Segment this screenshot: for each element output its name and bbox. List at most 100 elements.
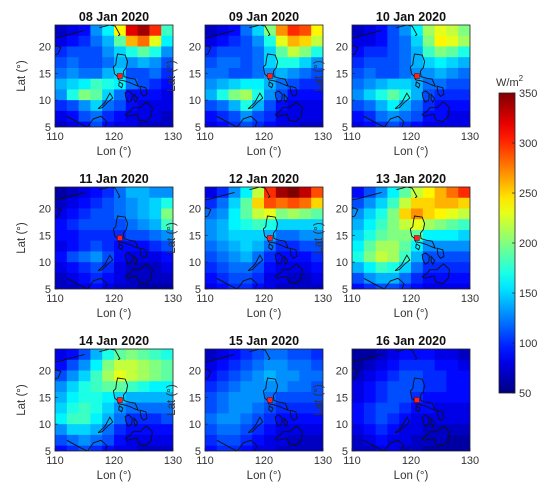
heatmap-cell bbox=[205, 208, 218, 220]
heatmap-cell bbox=[252, 25, 265, 37]
heatmap-cell bbox=[90, 240, 103, 252]
heatmap-cell bbox=[287, 251, 300, 263]
heatmap-cell bbox=[228, 89, 241, 101]
heatmap-cell bbox=[161, 240, 173, 252]
heatmap-cell bbox=[240, 283, 253, 289]
heatmap-cell bbox=[434, 219, 447, 231]
coastline-path bbox=[124, 90, 133, 103]
heatmap-cell bbox=[434, 25, 447, 37]
heatmap-cell bbox=[240, 391, 253, 404]
heatmap-cell bbox=[352, 370, 365, 382]
heatmap-cell bbox=[363, 110, 376, 123]
heatmap-cell bbox=[102, 413, 115, 425]
heatmap-cell bbox=[264, 89, 277, 101]
coastline-path bbox=[415, 81, 421, 89]
heatmap-cell bbox=[264, 251, 277, 263]
heatmap-cell bbox=[399, 262, 412, 274]
heatmap-cell bbox=[55, 89, 68, 101]
heatmap-cell bbox=[264, 349, 277, 361]
heatmap-cell bbox=[228, 219, 241, 231]
heatmap-cell bbox=[275, 434, 288, 447]
heatmap-cell bbox=[458, 46, 470, 58]
heatmap-cell bbox=[161, 46, 173, 58]
heatmap-cell bbox=[387, 349, 400, 361]
heatmap-cell bbox=[375, 262, 388, 274]
heatmap-cell bbox=[299, 219, 312, 231]
heatmap-cell bbox=[149, 370, 162, 382]
colorbar-tick-label: 250 bbox=[519, 188, 537, 200]
heatmap-cell bbox=[446, 434, 459, 447]
heatmap-cell bbox=[422, 424, 435, 436]
heatmap-cell bbox=[264, 46, 277, 58]
heatmap-cell bbox=[411, 349, 424, 361]
heatmap-cell bbox=[434, 359, 447, 371]
heatmap-cell bbox=[66, 349, 79, 361]
heatmap-cell bbox=[399, 25, 412, 37]
heatmap-cell bbox=[387, 57, 400, 69]
x-tick-label: 120 bbox=[255, 293, 273, 305]
heatmap-cell bbox=[252, 35, 265, 47]
heatmap-cell bbox=[78, 262, 91, 274]
coastline-path bbox=[118, 243, 124, 251]
coastline bbox=[205, 25, 303, 127]
heatmap-cell bbox=[363, 381, 376, 393]
heatmap-cell bbox=[275, 262, 288, 274]
heatmap-cell bbox=[252, 391, 265, 404]
heatmap-cell bbox=[311, 391, 323, 404]
heatmap-cell bbox=[137, 424, 150, 436]
heatmap-cell bbox=[363, 283, 376, 289]
heatmap-cell bbox=[311, 424, 323, 436]
heatmap-cell bbox=[352, 78, 365, 90]
heatmap-cell bbox=[352, 100, 365, 112]
heatmap-cell bbox=[161, 349, 173, 361]
heatmap-cell bbox=[205, 240, 218, 252]
heatmap-cell bbox=[411, 100, 424, 112]
heatmap-cell bbox=[216, 89, 229, 101]
heatmap-cell bbox=[311, 67, 323, 80]
x-tick-label: 130 bbox=[164, 131, 182, 143]
heatmap-cell bbox=[66, 381, 79, 393]
heatmap-cells bbox=[55, 25, 173, 127]
heatmap-cell bbox=[352, 67, 365, 80]
heatmap-cell bbox=[252, 89, 265, 101]
heatmap-cell bbox=[228, 402, 241, 414]
coastline-path bbox=[112, 377, 140, 412]
coastline-path bbox=[396, 25, 418, 37]
y-tick-label: 15 bbox=[336, 230, 348, 242]
coastline-path bbox=[97, 92, 114, 110]
heatmap-cell bbox=[375, 359, 388, 371]
heatmap-cell bbox=[78, 283, 91, 289]
heatmap-cell bbox=[352, 359, 365, 371]
heatmap-cell bbox=[205, 187, 218, 199]
heatmap-cell bbox=[216, 57, 229, 69]
coastline-path bbox=[415, 405, 421, 413]
heatmap-cell bbox=[228, 391, 241, 404]
heatmap-cell bbox=[458, 381, 470, 393]
heatmap-cell bbox=[125, 197, 138, 209]
heatmap-cell bbox=[299, 424, 312, 436]
heatmap-cell bbox=[446, 240, 459, 252]
y-axis-label: Lat (°) bbox=[16, 384, 28, 416]
heatmap-cell bbox=[205, 229, 218, 242]
x-tick-label: 120 bbox=[105, 455, 123, 467]
coastline-path bbox=[124, 414, 133, 427]
heatmap-cell bbox=[387, 283, 400, 289]
heatmap-cell bbox=[352, 187, 365, 199]
heatmap-cell bbox=[411, 35, 424, 47]
heatmap-cell bbox=[363, 197, 376, 209]
heatmap-cell bbox=[375, 424, 388, 436]
heatmap-cell bbox=[78, 424, 91, 436]
heatmap-cell bbox=[216, 370, 229, 382]
heatmap-cell bbox=[102, 110, 115, 123]
panel-title: 16 Jan 2020 bbox=[376, 334, 446, 348]
heatmap-cell bbox=[299, 197, 312, 209]
heatmap-cell bbox=[299, 262, 312, 274]
heatmap-cell bbox=[275, 121, 288, 127]
coastline-path bbox=[274, 414, 283, 427]
heatmap-cell bbox=[311, 46, 323, 58]
heatmap-cell bbox=[66, 424, 79, 436]
heatmap-cell bbox=[149, 197, 162, 209]
heatmap-cell bbox=[375, 391, 388, 404]
heatmap-cell bbox=[352, 197, 365, 209]
heatmap-cell bbox=[422, 349, 435, 361]
